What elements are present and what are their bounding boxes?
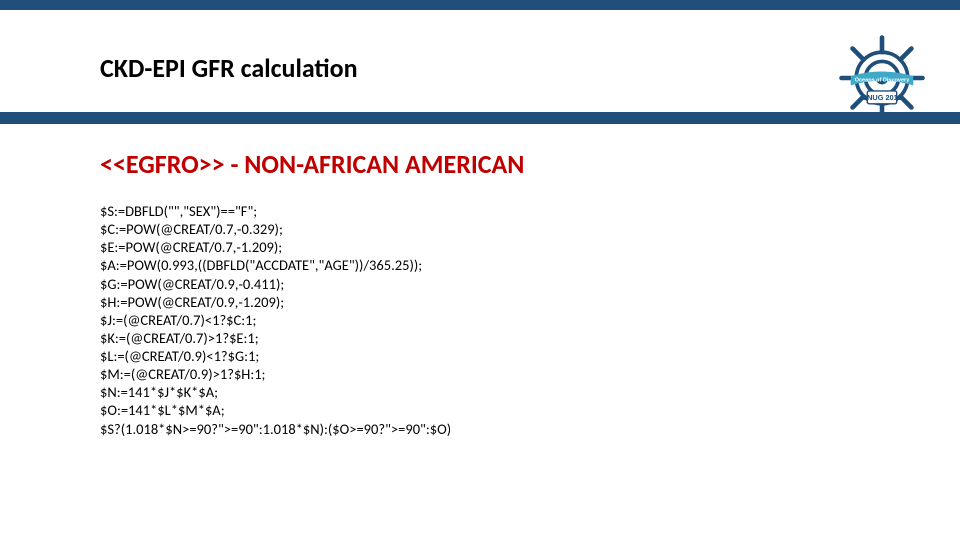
slide: CKD-EPI GFR calculation Oceans of Discov…	[0, 0, 960, 540]
mid-accent-bar	[0, 112, 960, 124]
ship-wheel-icon: Oceans of Discovery SNUG 2019	[836, 32, 928, 124]
slide-subtitle: <<EGFRO>> - NON-AFRICAN AMERICAN	[100, 148, 524, 180]
logo-year-text: SNUG 2019	[862, 93, 902, 102]
slide-title: CKD-EPI GFR calculation	[100, 52, 358, 84]
ship-wheel-logo: Oceans of Discovery SNUG 2019	[836, 32, 928, 124]
logo-banner-text: Oceans of Discovery	[855, 78, 911, 84]
title-row: CKD-EPI GFR calculation	[100, 52, 920, 84]
top-accent-bar	[0, 0, 960, 10]
formula-code-block: $S:=DBFLD("","SEX")=="F"; $C:=POW(@CREAT…	[100, 202, 451, 438]
